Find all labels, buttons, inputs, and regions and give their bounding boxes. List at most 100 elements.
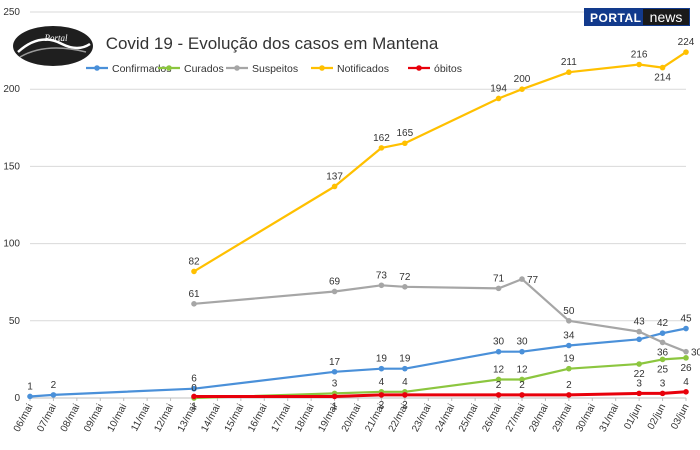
data-label-obitos: 2 bbox=[519, 380, 525, 391]
data-point-confirmados bbox=[191, 385, 197, 392]
y-tick-label: 50 bbox=[9, 316, 21, 327]
legend: Confirmados Curados Suspeitos Notificados ób… bbox=[86, 63, 462, 75]
data-point-notificados bbox=[566, 69, 572, 76]
data-label-notificados: 216 bbox=[631, 49, 648, 60]
data-label-curados: 3 bbox=[332, 378, 338, 389]
portal-news-badge: PORTAL news bbox=[584, 8, 690, 26]
data-point-curados bbox=[659, 356, 666, 363]
data-label-suspeitos: 69 bbox=[329, 276, 341, 287]
logo-swoosh bbox=[17, 38, 91, 53]
data-label-confirmados: 1 bbox=[27, 381, 33, 392]
data-label-obitos: 2 bbox=[402, 400, 408, 411]
data-point-confirmados bbox=[402, 365, 408, 372]
data-point-confirmados bbox=[378, 365, 385, 372]
data-point-notificados bbox=[495, 95, 502, 102]
x-tick-label: 18/mai bbox=[293, 402, 317, 434]
data-label-confirmados: 2 bbox=[51, 380, 57, 391]
data-label-curados: 19 bbox=[563, 354, 575, 365]
grid-lines bbox=[30, 11, 686, 399]
legend-marker-curados bbox=[166, 65, 172, 71]
data-point-curados bbox=[495, 376, 502, 383]
x-tick-label: 28/mai bbox=[527, 402, 551, 434]
data-point-obitos bbox=[495, 392, 502, 398]
x-tick-label: 12/mai bbox=[152, 402, 176, 434]
chart-title: Covid 19 - Evolução dos casos em Mantena bbox=[106, 34, 439, 53]
badge-news-box bbox=[643, 9, 689, 25]
data-label-curados: 4 bbox=[379, 377, 385, 388]
data-point-confirmados bbox=[683, 325, 689, 332]
data-label-obitos: 1 bbox=[332, 401, 338, 412]
data-label-confirmados: 30 bbox=[493, 337, 505, 348]
data-label-suspeitos: 50 bbox=[563, 306, 575, 317]
series-line-curados bbox=[193, 356, 687, 400]
data-point-suspeitos bbox=[659, 339, 666, 346]
y-tick-label: 250 bbox=[3, 7, 20, 18]
data-label-confirmados: 19 bbox=[399, 354, 411, 365]
data-label-suspeitos: 61 bbox=[188, 289, 200, 300]
data-point-notificados bbox=[519, 86, 525, 92]
legend-label-notificados: Notificados bbox=[337, 63, 389, 75]
data-point-confirmados bbox=[495, 348, 502, 355]
data-label-curados: 12 bbox=[516, 364, 528, 375]
data-point-obitos bbox=[566, 392, 572, 398]
data-point-suspeitos bbox=[331, 288, 338, 295]
data-label-suspeitos: 72 bbox=[399, 272, 411, 283]
data-point-suspeitos bbox=[495, 285, 502, 292]
data-point-curados bbox=[683, 355, 689, 361]
data-point-suspeitos bbox=[683, 348, 689, 355]
y-axis: 0 50 100 150 200 250 bbox=[3, 7, 20, 404]
data-label-confirmados: 6 bbox=[191, 374, 197, 385]
data-label-obitos: 2 bbox=[566, 380, 572, 391]
data-label-obitos: 2 bbox=[496, 380, 502, 391]
x-tick-label: 15/mai bbox=[223, 402, 247, 434]
data-label-curados: 0 bbox=[191, 383, 197, 394]
data-label-suspeitos: 30 bbox=[691, 348, 700, 359]
data-point-obitos bbox=[331, 393, 338, 400]
data-label-suspeitos: 36 bbox=[657, 347, 669, 358]
legend-marker-suspeitos bbox=[234, 65, 240, 71]
x-tick-label: 26/mai bbox=[480, 402, 504, 434]
x-tick-label: 10/mai bbox=[106, 402, 130, 434]
x-tick-label: 30/mai bbox=[574, 402, 598, 434]
logo-ellipse bbox=[13, 26, 93, 66]
data-label-confirmados: 17 bbox=[329, 357, 341, 368]
data-point-notificados bbox=[402, 140, 408, 147]
legend-marker-confirmados bbox=[94, 65, 100, 71]
data-point-obitos bbox=[191, 393, 197, 400]
data-point-confirmados bbox=[519, 348, 525, 355]
portal-logo: Portal bbox=[13, 26, 93, 66]
series-line-confirmados bbox=[29, 327, 687, 398]
data-point-suspeitos bbox=[402, 284, 408, 290]
data-point-curados bbox=[636, 361, 642, 367]
data-label-suspeitos: 43 bbox=[634, 317, 646, 328]
data-point-notificados bbox=[636, 61, 642, 68]
data-label-notificados: 211 bbox=[561, 57, 577, 68]
series-line-notificados bbox=[193, 51, 687, 273]
series-line-suspeitos bbox=[193, 278, 687, 353]
data-point-obitos bbox=[402, 392, 408, 398]
data-label-notificados: 82 bbox=[188, 256, 200, 267]
data-point-suspeitos bbox=[378, 282, 385, 289]
data-point-confirmados bbox=[50, 392, 57, 398]
data-label-notificados: 137 bbox=[326, 171, 343, 182]
data-label-obitos: 3 bbox=[636, 378, 642, 389]
y-tick-label: 200 bbox=[3, 84, 20, 95]
data-label-notificados: 214 bbox=[654, 73, 671, 84]
data-label-obitos: 3 bbox=[660, 378, 666, 389]
data-point-notificados bbox=[191, 268, 197, 275]
data-label-obitos: 1 bbox=[191, 401, 197, 412]
data-label-notificados: 200 bbox=[514, 74, 531, 85]
badge-news-text: news bbox=[650, 9, 683, 25]
x-tick-label: 31/mai bbox=[598, 402, 622, 434]
data-point-confirmados bbox=[27, 393, 33, 400]
data-label-obitos: 4 bbox=[683, 377, 689, 388]
data-label-confirmados: 42 bbox=[657, 318, 669, 329]
data-label-confirmados: 19 bbox=[376, 354, 388, 365]
x-axis: 06/mai 07/mai 08/mai 09/mai 10/mai 11/mai 12/m… bbox=[12, 398, 692, 434]
data-label-curados: 4 bbox=[402, 377, 408, 388]
x-tick-label: 06/mai bbox=[12, 402, 36, 434]
data-label-confirmados: 34 bbox=[563, 331, 575, 342]
x-tick-label: 25/mai bbox=[457, 402, 481, 434]
legend-marker-obitos bbox=[416, 65, 422, 71]
